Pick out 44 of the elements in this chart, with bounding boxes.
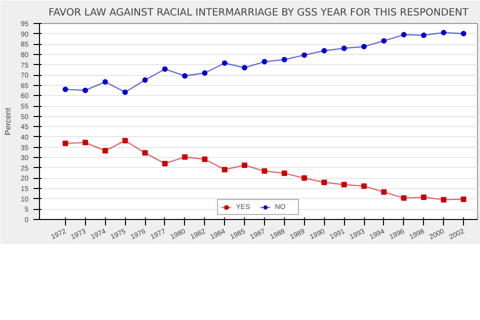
point bbox=[420, 32, 426, 38]
point bbox=[420, 194, 426, 200]
point bbox=[361, 44, 367, 50]
point bbox=[401, 195, 407, 201]
point bbox=[142, 77, 148, 83]
point bbox=[341, 46, 347, 52]
point bbox=[381, 189, 387, 195]
point bbox=[341, 182, 347, 188]
point bbox=[162, 160, 168, 166]
point bbox=[262, 58, 268, 64]
point bbox=[440, 30, 446, 36]
point bbox=[82, 88, 88, 94]
point bbox=[282, 56, 288, 62]
point bbox=[302, 175, 308, 181]
point bbox=[401, 32, 407, 38]
point bbox=[102, 79, 108, 85]
point bbox=[162, 66, 168, 72]
point bbox=[182, 154, 188, 160]
point bbox=[122, 138, 128, 144]
point bbox=[142, 150, 148, 156]
point bbox=[202, 70, 208, 76]
point bbox=[62, 86, 68, 92]
point bbox=[82, 140, 88, 146]
point bbox=[262, 168, 268, 174]
point bbox=[182, 73, 188, 79]
point bbox=[440, 196, 446, 202]
point bbox=[381, 38, 387, 44]
point bbox=[361, 183, 367, 189]
point bbox=[102, 148, 108, 154]
chart-title: FAVOR LAW AGAINST RACIAL INTERMARRIAGE BY GSS YEAR FOR THIS RESPONDENT bbox=[48, 8, 470, 18]
y-axis-title: Percent bbox=[4, 106, 13, 136]
point bbox=[222, 166, 228, 172]
point bbox=[321, 180, 327, 186]
point bbox=[302, 52, 308, 58]
point bbox=[242, 162, 248, 168]
point bbox=[122, 89, 128, 95]
point bbox=[460, 196, 466, 202]
point bbox=[202, 156, 208, 162]
point bbox=[242, 64, 248, 70]
point bbox=[321, 48, 327, 54]
point bbox=[460, 30, 466, 36]
point bbox=[282, 170, 288, 176]
point bbox=[62, 140, 68, 146]
point bbox=[222, 60, 228, 66]
